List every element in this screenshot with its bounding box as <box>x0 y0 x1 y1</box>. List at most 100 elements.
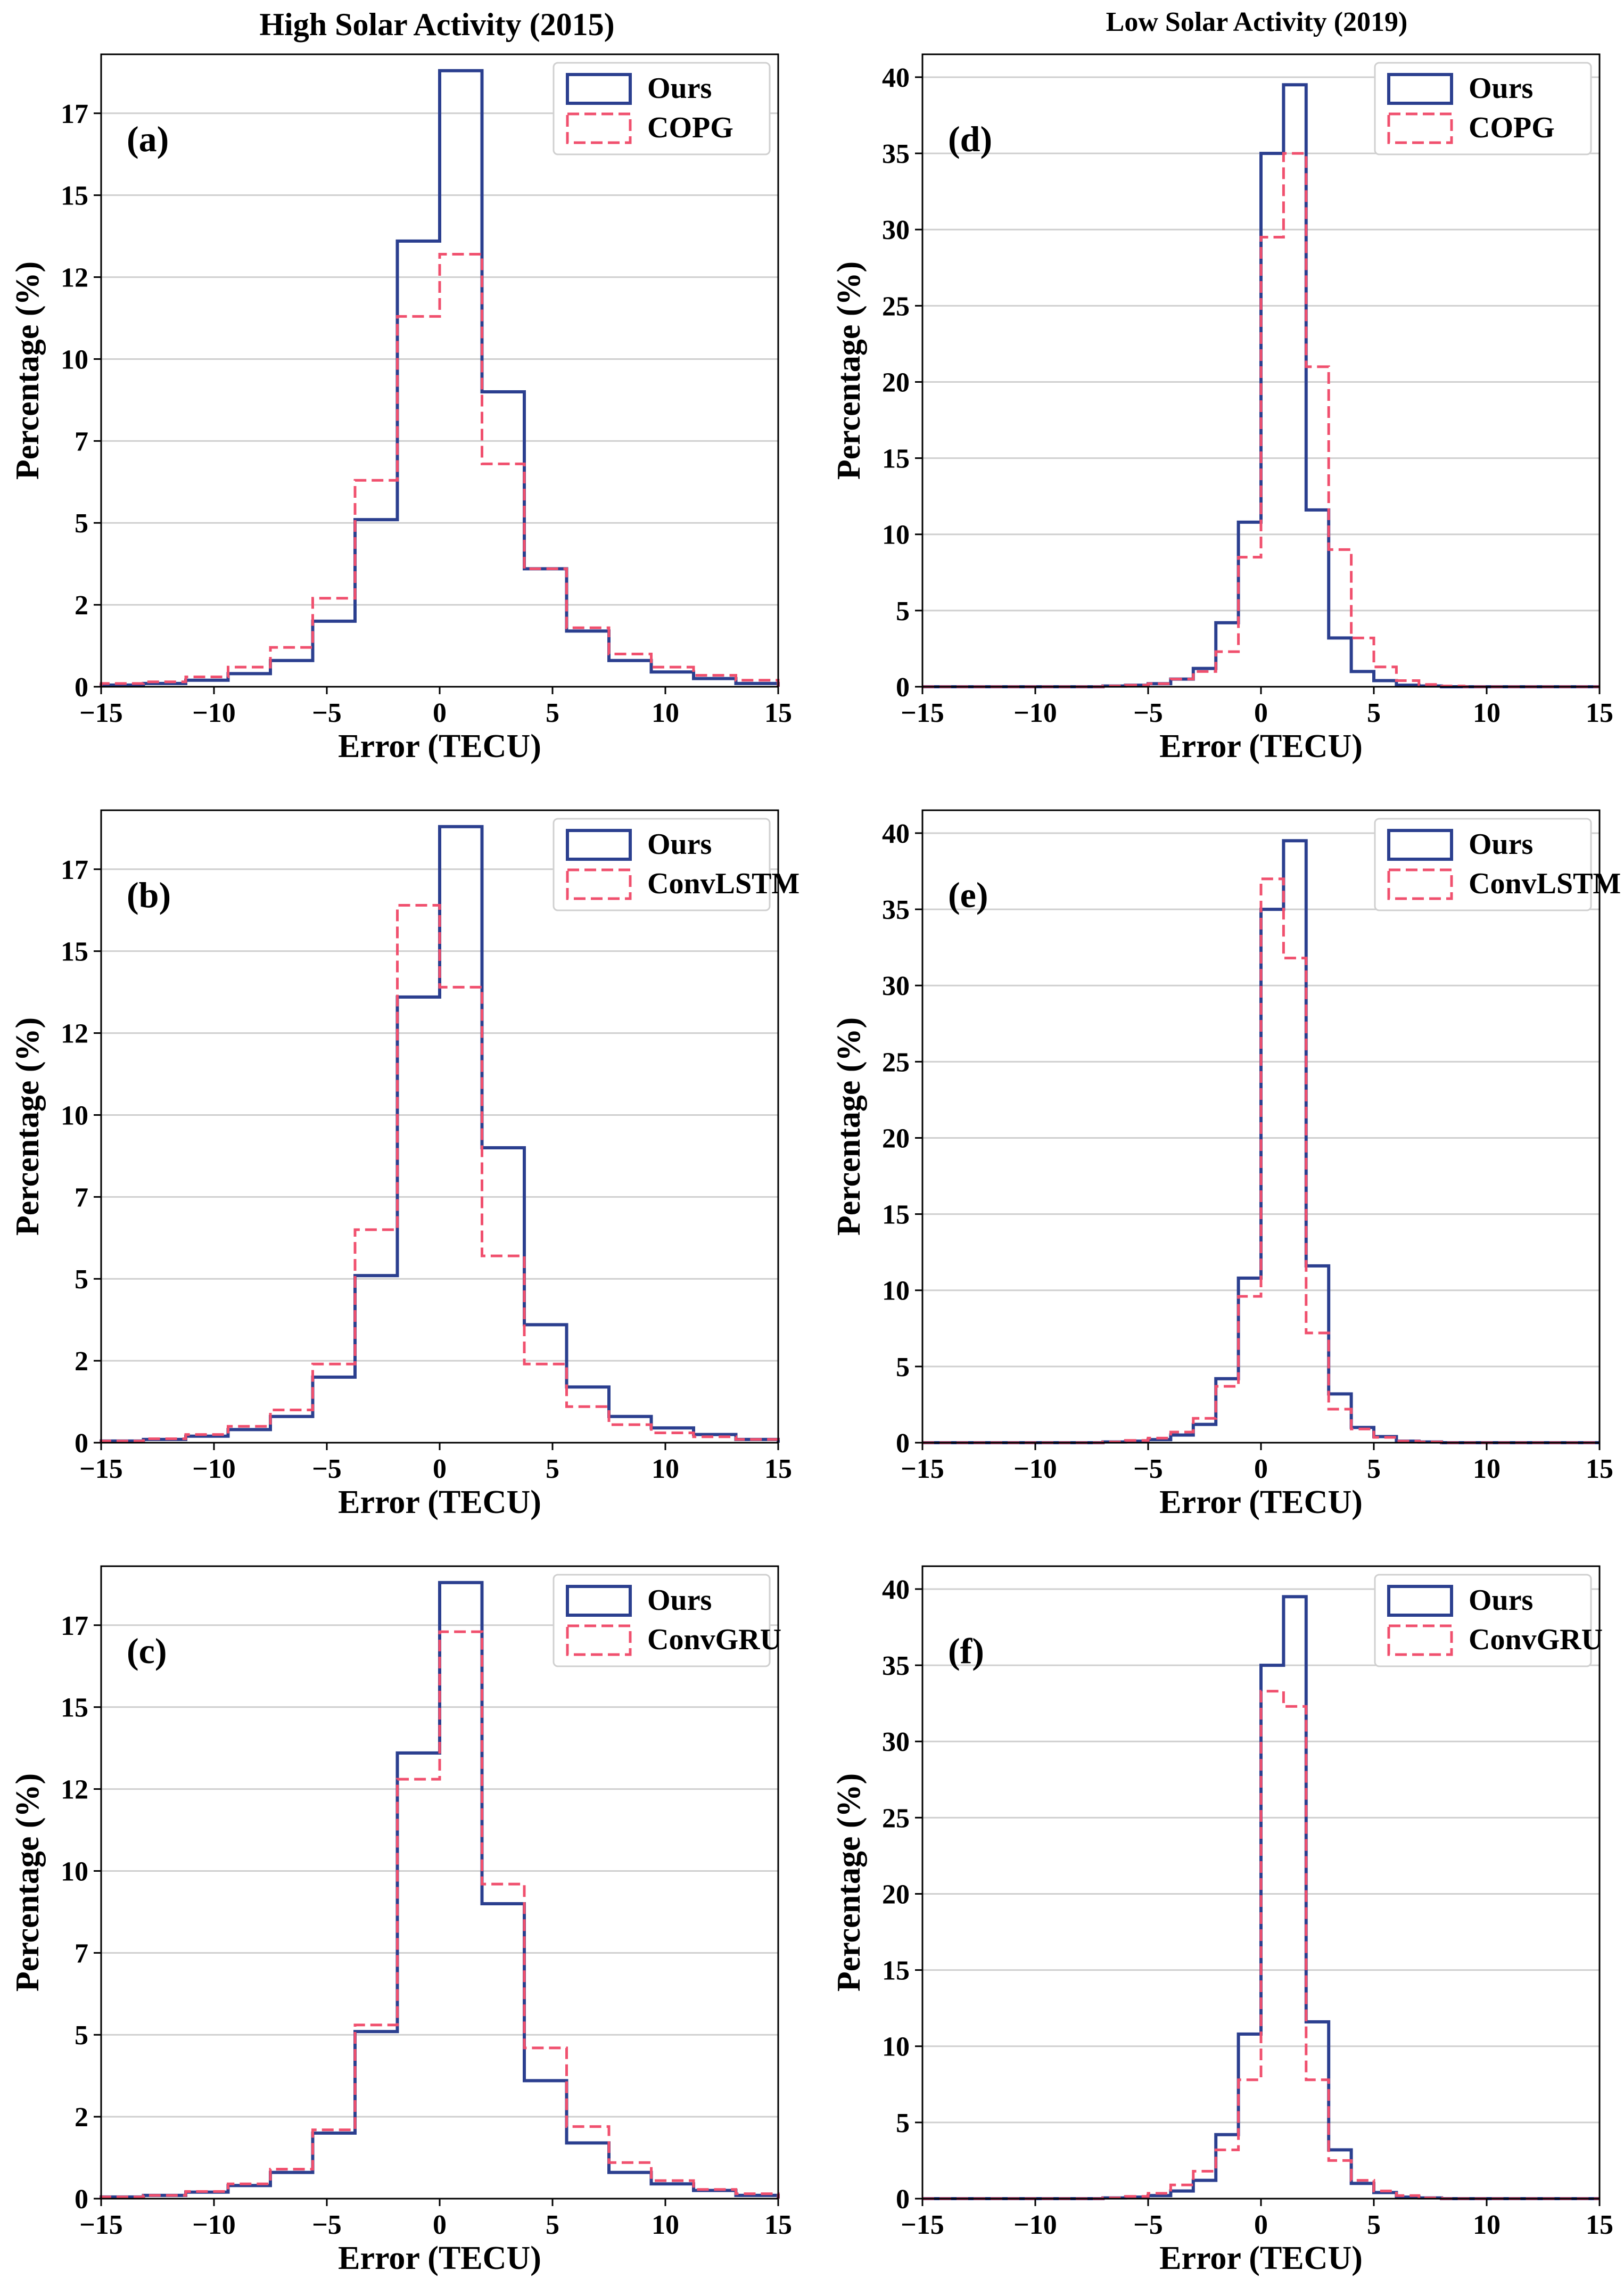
x-tick-label: −5 <box>1133 698 1163 728</box>
panel-label: (e) <box>948 875 988 915</box>
legend-swatch-ours <box>1387 829 1453 861</box>
legend: Ours ConvLSTM <box>553 818 799 911</box>
y-tick-label: 15 <box>61 937 88 967</box>
y-tick-label: 25 <box>882 1047 910 1077</box>
x-tick-label: 10 <box>1473 1454 1501 1484</box>
x-axis-label: Error (TECU) <box>338 1484 541 1520</box>
legend-box <box>553 1574 771 1667</box>
x-axis-label: Error (TECU) <box>338 2240 541 2276</box>
y-tick-label: 5 <box>896 596 910 627</box>
panel-label: (a) <box>127 119 169 159</box>
x-tick-label: 15 <box>764 2210 792 2240</box>
series-ours-step <box>100 825 780 1443</box>
x-tick-label: 0 <box>1254 698 1268 728</box>
x-tick-label: −15 <box>79 1454 123 1484</box>
y-tick-label: 40 <box>882 63 910 93</box>
panel-a: 0 2 5 7 10 12 15 17 −15 −10 −5 0 5 10 15 Error (TECU) Pe… <box>10 53 792 764</box>
legend-swatch-copg <box>1387 112 1453 144</box>
y-tick-label: 0 <box>75 2184 88 2215</box>
y-tick-label: 35 <box>882 139 910 169</box>
legend-swatch-convlstm <box>566 868 632 900</box>
y-tick-label: 20 <box>882 367 910 398</box>
y-axis-label: Percentage (%) <box>10 261 46 480</box>
x-tick-label: 0 <box>1254 2210 1268 2240</box>
legend-label-ours: Ours <box>1469 72 1533 105</box>
legend-swatch-ours <box>566 829 632 861</box>
y-tick-label: 30 <box>882 1727 910 1757</box>
legend-label-convlstm: ConvLSTM <box>647 867 799 900</box>
panel-f: 0 5 10 15 20 25 30 35 40 −15 −10 −5 0 5 10 15 Error (TEC… <box>831 1565 1613 2276</box>
y-tick-label: 7 <box>75 426 88 457</box>
x-tick-label: −10 <box>1013 2210 1057 2240</box>
legend: Ours ConvGRU <box>1374 1574 1603 1667</box>
x-tick-label: −5 <box>1133 1454 1163 1484</box>
y-tick-label: 10 <box>882 520 910 550</box>
legend-label-ours: Ours <box>647 72 712 105</box>
x-tick-label: 10 <box>652 2210 679 2240</box>
y-tick-label: 35 <box>882 895 910 925</box>
legend-swatch-ours <box>1387 73 1453 105</box>
legend: Ours ConvGRU <box>553 1574 781 1667</box>
y-tick-label: 2 <box>75 1346 88 1377</box>
x-tick-label: 5 <box>546 698 559 728</box>
y-tick-label: 20 <box>882 1123 910 1154</box>
y-tick-label: 12 <box>61 1019 88 1049</box>
series-convlstm-step <box>922 877 1600 1444</box>
x-tick-label: −5 <box>312 698 342 728</box>
legend-box <box>553 62 771 155</box>
series-ours-step <box>100 69 780 687</box>
x-tick-label: −10 <box>192 1454 236 1484</box>
y-tick-label: 10 <box>61 1100 88 1131</box>
y-tick-label: 30 <box>882 971 910 1001</box>
legend-label-convgru: ConvGRU <box>1469 1623 1603 1656</box>
y-axis-label: Percentage (%) <box>10 1017 46 1236</box>
y-tick-label: 15 <box>61 1693 88 1723</box>
y-tick-label: 25 <box>882 1803 910 1833</box>
legend-label-ours: Ours <box>1469 1584 1533 1617</box>
y-tick-label: 5 <box>896 2108 910 2138</box>
x-axis-label: Error (TECU) <box>1159 1484 1363 1520</box>
y-tick-label: 10 <box>882 1276 910 1306</box>
y-tick-label: 10 <box>61 344 88 375</box>
legend-label-ours: Ours <box>1469 828 1533 861</box>
y-axis-label: Percentage (%) <box>831 1773 867 1992</box>
legend-label-convlstm: ConvLSTM <box>1469 867 1621 900</box>
x-tick-label: −10 <box>1013 698 1057 728</box>
x-tick-label: 5 <box>546 2210 559 2240</box>
y-tick-label: 0 <box>896 672 910 703</box>
y-tick-label: 17 <box>61 1611 88 1641</box>
y-tick-label: 15 <box>882 1200 910 1230</box>
x-tick-label: 0 <box>433 1454 447 1484</box>
x-tick-label: 5 <box>546 1454 559 1484</box>
legend-label-ours: Ours <box>647 1584 712 1617</box>
x-tick-label: −15 <box>901 698 944 728</box>
x-tick-label: 10 <box>652 1454 679 1484</box>
y-tick-label: 5 <box>75 2020 88 2051</box>
y-tick-label: 30 <box>882 215 910 245</box>
panel-label: (d) <box>948 119 992 159</box>
x-tick-label: −10 <box>192 2210 236 2240</box>
y-tick-label: 10 <box>882 2032 910 2062</box>
y-tick-label: 15 <box>882 444 910 474</box>
x-axis-label: Error (TECU) <box>1159 2240 1363 2276</box>
legend: Ours COPG <box>553 62 771 155</box>
y-tick-label: 5 <box>75 1264 88 1295</box>
x-axis-label: Error (TECU) <box>1159 728 1363 764</box>
x-tick-label: 15 <box>1586 2210 1613 2240</box>
panel-c: 0 2 5 7 10 12 15 17 −15 −10 −5 0 5 10 15 Error (TECU) Pe… <box>10 1565 792 2276</box>
y-tick-label: 2 <box>75 590 88 621</box>
panel-label: (f) <box>948 1631 984 1671</box>
y-tick-label: 15 <box>882 1956 910 1986</box>
x-tick-label: 10 <box>1473 698 1501 728</box>
panel-e: 0 5 10 15 20 25 30 35 40 −15 −10 −5 0 5 10 15 Error (TEC… <box>831 809 1621 1520</box>
legend-label-convgru: ConvGRU <box>647 1623 781 1656</box>
y-tick-label: 17 <box>61 855 88 885</box>
panel-label: (b) <box>127 875 171 915</box>
column-title-high-solar: High Solar Activity (2015) <box>259 7 615 42</box>
series-convlstm-step <box>100 904 780 1443</box>
y-axis-label: Percentage (%) <box>831 1017 867 1236</box>
legend-swatch-convgru <box>1387 1624 1453 1656</box>
y-tick-label: 12 <box>61 1775 88 1805</box>
legend-swatch-ours <box>566 73 632 105</box>
x-tick-label: 0 <box>1254 1454 1268 1484</box>
